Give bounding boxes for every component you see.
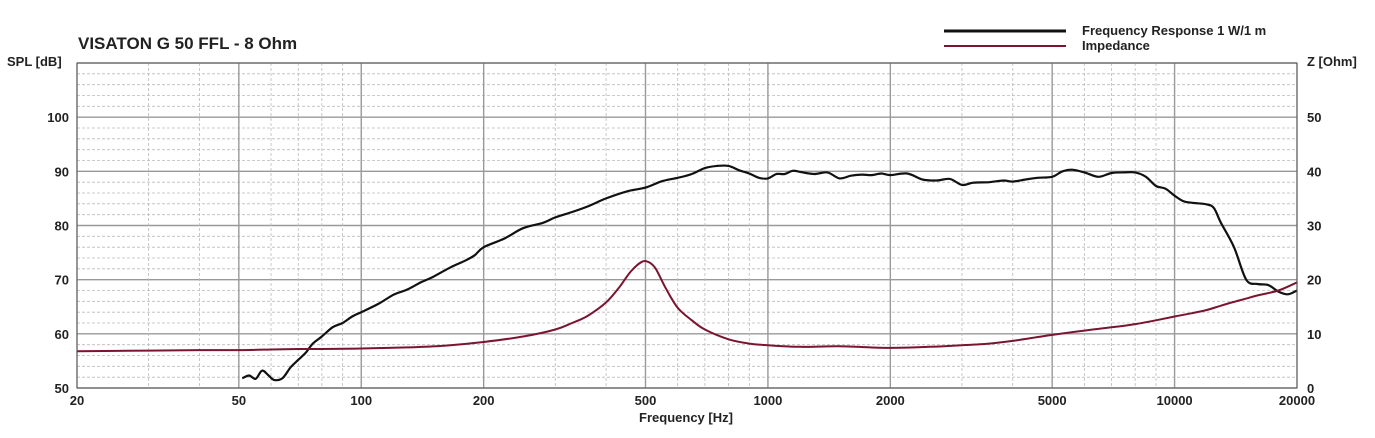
x-tick-label: 2000 xyxy=(876,393,905,408)
plot-area xyxy=(76,164,1298,382)
y-tick-label-right: 30 xyxy=(1307,219,1321,234)
legend: Frequency Response 1 W/1 m Impedance xyxy=(944,23,1266,53)
x-tick-label: 20 xyxy=(70,393,84,408)
x-tick-label: 10000 xyxy=(1157,393,1193,408)
x-tick-label: 100 xyxy=(350,393,372,408)
legend-label-impedance: Impedance xyxy=(1082,38,1150,53)
x-tick-label: 500 xyxy=(635,393,657,408)
y-tick-label-left: 90 xyxy=(55,164,69,179)
grid xyxy=(76,62,1298,389)
chart-title: VISATON G 50 FFL - 8 Ohm xyxy=(78,34,297,53)
x-tick-label: 200 xyxy=(473,393,495,408)
y-tick-label-right: 50 xyxy=(1307,110,1321,125)
y-tick-label-left: 70 xyxy=(55,273,69,288)
y-axis-label-left: SPL [dB] xyxy=(7,54,62,69)
plot-frame xyxy=(76,62,1298,389)
y-tick-label-left: 60 xyxy=(55,327,69,342)
series-line-frequency-response xyxy=(241,164,1298,382)
y-axis-label-right: Z [Ohm] xyxy=(1307,54,1357,69)
y-tick-label-left: 50 xyxy=(55,381,69,396)
tick-labels: 20 50 100 200 500 1000 2000 5000 10000 2000050607… xyxy=(47,110,1321,408)
y-tick-label-right: 20 xyxy=(1307,273,1321,288)
x-tick-label: 20000 xyxy=(1279,393,1315,408)
x-tick-label: 5000 xyxy=(1038,393,1067,408)
y-tick-label-right: 0 xyxy=(1307,381,1314,396)
y-tick-label-right: 40 xyxy=(1307,164,1321,179)
x-tick-label: 50 xyxy=(232,393,246,408)
y-tick-label-left: 80 xyxy=(55,219,69,234)
legend-label-frequency-response: Frequency Response 1 W/1 m xyxy=(1082,23,1266,38)
series-line-impedance xyxy=(76,260,1298,353)
y-tick-label-left: 100 xyxy=(47,110,69,125)
y-tick-label-right: 10 xyxy=(1307,327,1321,342)
x-axis-label: Frequency [Hz] xyxy=(639,410,733,425)
x-tick-label: 1000 xyxy=(753,393,782,408)
